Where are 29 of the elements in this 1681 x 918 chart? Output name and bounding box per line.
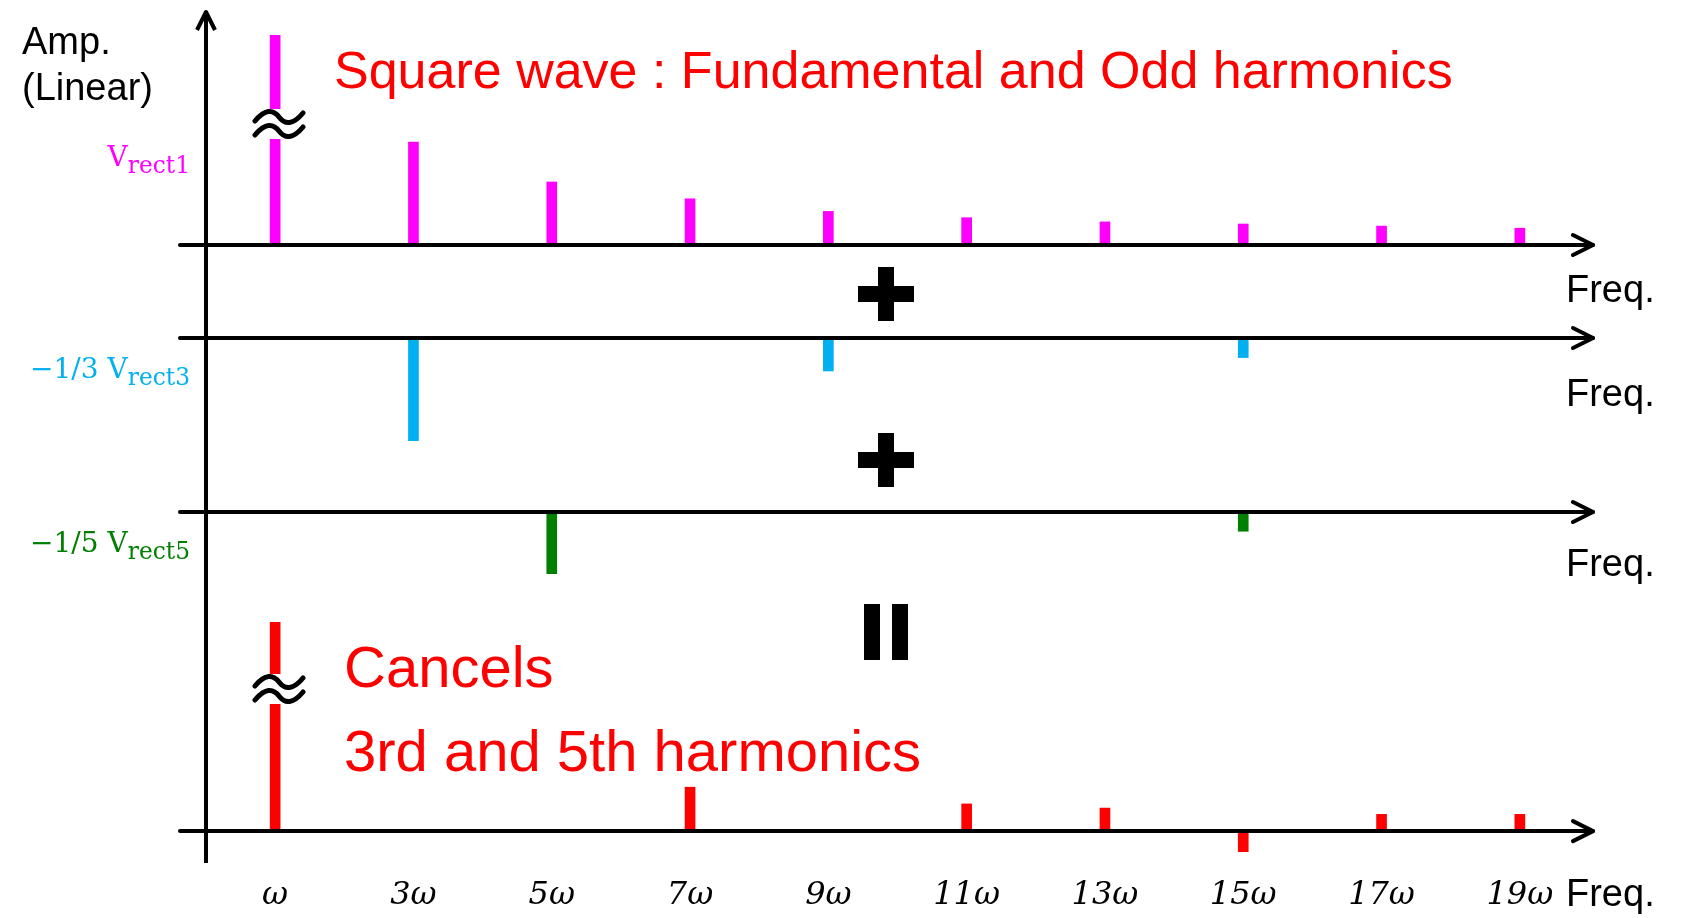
bar xyxy=(823,211,834,245)
text: −1/3 V$_{rect3}$ xyxy=(30,352,190,391)
bar xyxy=(408,141,419,245)
bar xyxy=(1237,830,1249,852)
x-axis-title: Freq. xyxy=(1566,542,1655,585)
text: V$_{rect1}$ xyxy=(107,140,190,179)
bar xyxy=(1376,225,1387,245)
bar xyxy=(961,803,972,832)
x-tick-label: 13ω xyxy=(1071,873,1139,912)
x-tick-label: ω xyxy=(262,873,289,912)
text: −1/5 V$_{rect5}$ xyxy=(30,526,190,565)
x-tick-label: 7ω xyxy=(666,873,714,912)
x-tick-label: 3ω xyxy=(390,873,437,912)
bar xyxy=(1237,223,1249,245)
x-tick-label: 15ω xyxy=(1209,873,1277,912)
bar xyxy=(684,198,696,245)
annotation: Cancels 3rd and 5th harmonics xyxy=(344,633,922,785)
y-axis-title: Amp. (Linear) xyxy=(22,19,154,110)
x-tick-label: 11ω xyxy=(933,873,1001,912)
x-axis-title: Freq. xyxy=(1566,872,1655,915)
x-tick-label: 17ω xyxy=(1348,873,1415,912)
x-tick-label: 9ω xyxy=(805,873,852,912)
bar xyxy=(546,181,558,245)
x-tick-label: 19ω xyxy=(1486,873,1554,912)
x-axis-title: Freq. xyxy=(1566,372,1655,415)
x-tick-label: 5ω xyxy=(528,873,575,912)
bar xyxy=(961,217,972,245)
chart-title: Square wave : Fundamental and Odd harmonics xyxy=(334,40,1453,100)
x-axis-title: Freq. xyxy=(1566,268,1655,311)
